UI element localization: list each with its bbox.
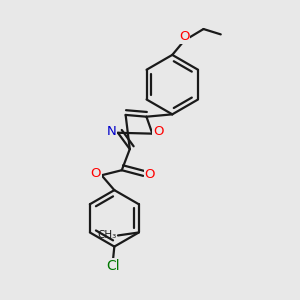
Text: O: O [145, 169, 155, 182]
Text: O: O [90, 167, 101, 180]
Text: Cl: Cl [106, 259, 120, 273]
Text: O: O [179, 30, 189, 43]
Text: CH₃: CH₃ [97, 230, 116, 241]
Text: N: N [106, 125, 116, 138]
Text: O: O [153, 125, 164, 138]
